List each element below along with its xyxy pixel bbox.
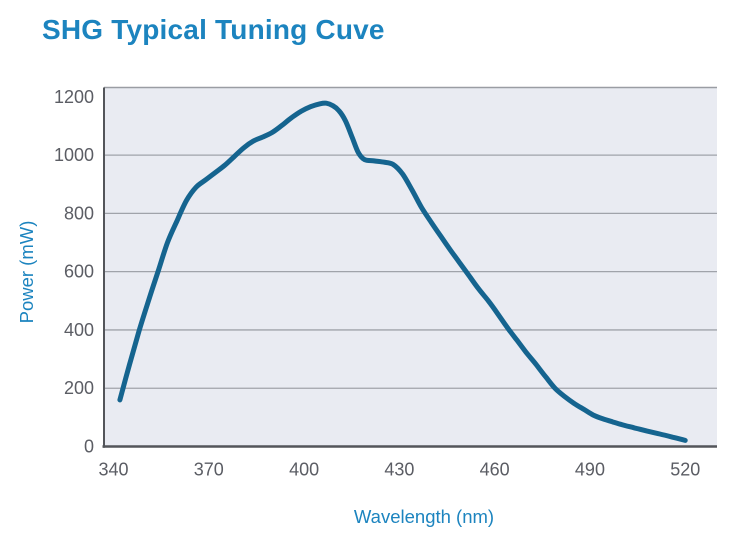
y-tick-label-200: 200 xyxy=(64,378,94,398)
y-tick-label-0: 0 xyxy=(84,437,94,457)
x-tick-label-490: 490 xyxy=(575,460,605,480)
plot-area xyxy=(104,87,717,447)
y-axis-title: Power (mW) xyxy=(16,221,37,324)
x-tick-label-430: 430 xyxy=(384,460,414,480)
y-tick-label-600: 600 xyxy=(64,262,94,282)
x-tick-label-340: 340 xyxy=(99,460,129,480)
tuning-curve-path xyxy=(117,100,688,443)
x-axis-title: Wavelength (nm) xyxy=(354,506,494,527)
x-tick-label-520: 520 xyxy=(670,460,700,480)
x-tick-label-460: 460 xyxy=(480,460,510,480)
x-tick-label-370: 370 xyxy=(194,460,224,480)
plot-layer: 0 200 400 600 800 1000 1200 340 370 400 430 460 490 5… xyxy=(54,86,717,480)
x-tick-label-400: 400 xyxy=(289,460,319,480)
y-tick-label-1200: 1200 xyxy=(54,87,94,107)
chart-title: SHG Typical Tuning Cuve xyxy=(42,14,385,45)
y-tick-label-800: 800 xyxy=(64,203,94,223)
y-tick-label-1000: 1000 xyxy=(54,145,94,165)
y-tick-label-400: 400 xyxy=(64,320,94,340)
